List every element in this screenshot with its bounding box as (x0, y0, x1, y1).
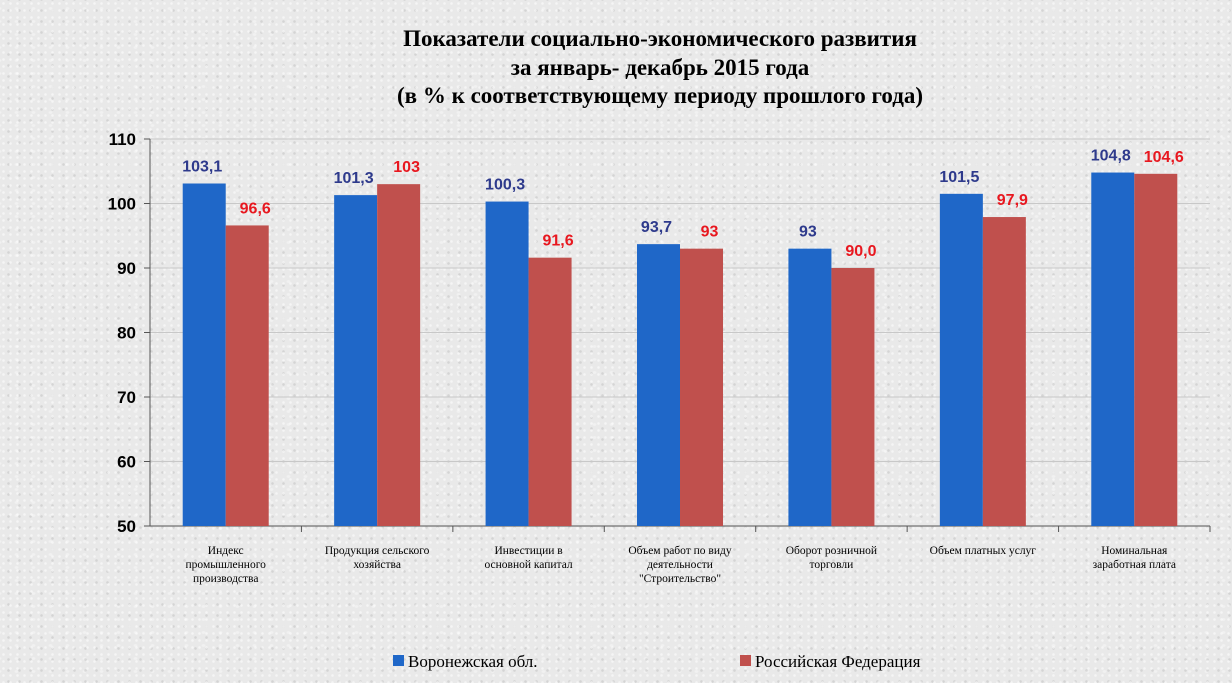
data-label: 101,5 (939, 169, 979, 186)
data-label: 101,3 (334, 170, 374, 187)
bar-russia (1134, 173, 1178, 526)
x-category-label: Объем платных услуг (930, 545, 1037, 557)
chart-title-line: (в % к соответствующему периоду прошлого… (397, 83, 923, 108)
y-tick-label: 110 (109, 130, 136, 149)
data-label: 93 (701, 224, 719, 241)
chart-title-line: за январь- декабрь 2015 года (511, 55, 810, 80)
y-tick-label: 100 (108, 195, 136, 214)
data-label: 93,7 (641, 219, 672, 236)
y-tick-label: 80 (117, 324, 136, 343)
legend-label: Российская Федерация (755, 652, 921, 671)
legend-label: Воронежская обл. (408, 652, 538, 671)
bar-russia (831, 268, 875, 526)
y-tick-label: 50 (117, 517, 136, 536)
chart-title-line: Показатели социально-экономического разв… (403, 26, 917, 51)
legend-swatch (740, 655, 751, 666)
bar-voronezh (485, 201, 529, 526)
data-label: 104,6 (1144, 149, 1184, 166)
data-label: 96,6 (240, 200, 271, 217)
bar-russia (982, 217, 1026, 527)
bar-russia (680, 248, 723, 526)
data-label: 103 (393, 159, 420, 176)
bars (182, 172, 1178, 527)
data-label: 90,0 (845, 243, 876, 260)
y-axis-ticks: 50 60 70 80 90 100 110 (108, 130, 136, 536)
x-category-label: Оборот розничной торговли (786, 545, 877, 571)
y-tick-label: 60 (117, 453, 136, 472)
data-label: 93 (799, 224, 817, 241)
data-label: 91,6 (543, 233, 574, 250)
bar-voronezh (637, 244, 680, 526)
data-label: 104,8 (1091, 148, 1131, 165)
x-category-label: Индекс промышленного производства (186, 545, 267, 585)
y-tick-label: 70 (117, 388, 136, 407)
legend-swatch (393, 655, 404, 666)
x-category-label: Инвестиции в основной капитал (484, 545, 572, 571)
x-category-label: Номинальная заработная плата (1093, 545, 1176, 571)
data-label: 100,3 (485, 177, 525, 194)
x-axis-categories: Индекс промышленного производства Продукция… (186, 545, 1176, 585)
bar-voronezh (334, 195, 378, 527)
bar-voronezh (939, 193, 983, 526)
y-tick-label: 90 (117, 259, 136, 278)
x-category-label: Продукция сельского хозяйства (325, 545, 430, 571)
bar-russia (225, 225, 269, 526)
bar-voronezh (1091, 172, 1135, 527)
bar-voronezh (788, 248, 832, 526)
bar-russia (377, 184, 421, 526)
legend: Воронежская обл. Российская Федерация (393, 652, 921, 671)
bar-russia (528, 257, 572, 526)
x-category-label: Объем работ по виду деятельности "Строител… (628, 545, 731, 585)
chart-title: Показатели социально-экономического разв… (397, 26, 923, 108)
data-label: 103,1 (182, 159, 222, 176)
data-labels: 103,1 96,6 101,3 103 100,3 91,6 93,7 93 93 90,0 10… (182, 148, 1184, 260)
bar-voronezh (182, 183, 226, 526)
data-label: 97,9 (997, 192, 1028, 209)
